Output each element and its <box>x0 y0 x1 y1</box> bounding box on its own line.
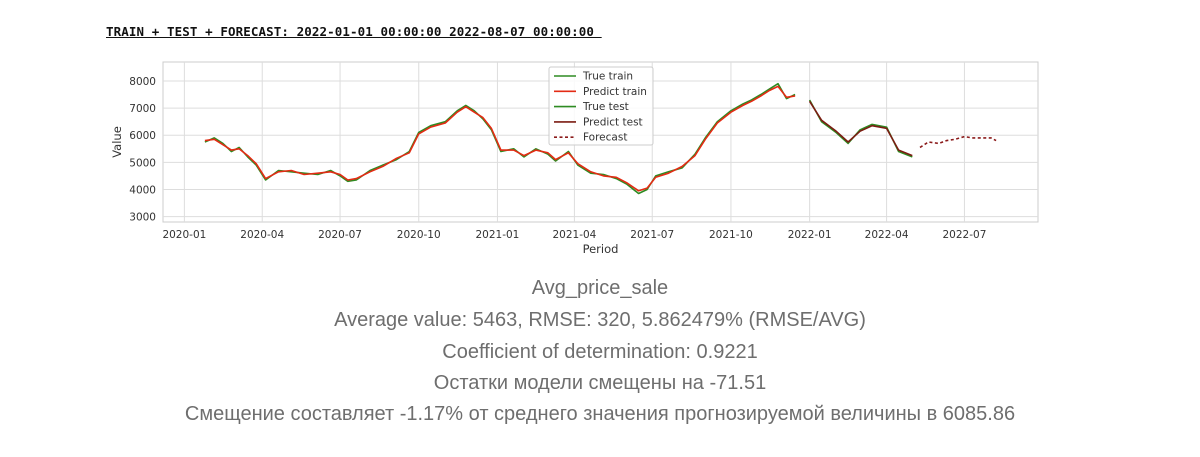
y-tick-label: 4000 <box>129 184 156 196</box>
residual-bias-line: Остатки модели смещены на -71.51 <box>433 372 767 394</box>
metric-name: Avg_price_sale <box>531 277 669 299</box>
y-tick-label: 6000 <box>129 130 156 142</box>
x-axis-label: Period <box>583 242 619 256</box>
x-tick-label: 2021-07 <box>630 229 674 241</box>
series-line-predict-test <box>808 100 913 157</box>
average-rmse-line: Average value: 5463, RMSE: 320, 5.862479… <box>334 309 866 331</box>
x-tick-label: 2022-04 <box>865 229 909 241</box>
series-line-forecast <box>919 135 997 149</box>
x-tick-label: 2021-04 <box>552 229 596 241</box>
x-tick-label: 2021-01 <box>475 229 519 241</box>
legend-label-predict-train: Predict train <box>583 86 647 98</box>
series-line-predict-train <box>204 85 796 192</box>
y-tick-label: 3000 <box>129 212 156 224</box>
r2-line: Coefficient of determination: 0.9221 <box>442 341 758 363</box>
legend-label-true-train: True train <box>582 71 633 83</box>
bias-percent-line: Смещение составляет -1.17% от среднего з… <box>184 403 1016 425</box>
x-tick-label: 2020-04 <box>240 229 284 241</box>
legend-label-predict-test: Predict test <box>583 116 643 128</box>
y-tick-label: 5000 <box>129 157 156 169</box>
y-tick-label: 7000 <box>129 103 156 115</box>
x-tick-label: 2020-01 <box>162 229 206 241</box>
legend-box <box>548 66 654 146</box>
x-tick-label: 2020-07 <box>318 229 362 241</box>
legend-label-forecast: Forecast <box>583 132 627 144</box>
y-axis-label: Value <box>110 126 124 158</box>
legend-label-true-test: True test <box>582 101 629 113</box>
x-tick-label: 2022-01 <box>788 229 832 241</box>
x-tick-label: 2021-10 <box>709 229 753 241</box>
x-tick-label: 2022-07 <box>943 229 987 241</box>
y-tick-label: 8000 <box>129 76 156 88</box>
forecast-chart: 2020-01 2020-04 2020-07 2020-10 2021-01 2021-… <box>110 61 1039 256</box>
report-header: TRAIN + TEST + FORECAST: 2022-01-01 00:0… <box>106 24 602 39</box>
x-tick-label: 2020-10 <box>397 229 441 241</box>
